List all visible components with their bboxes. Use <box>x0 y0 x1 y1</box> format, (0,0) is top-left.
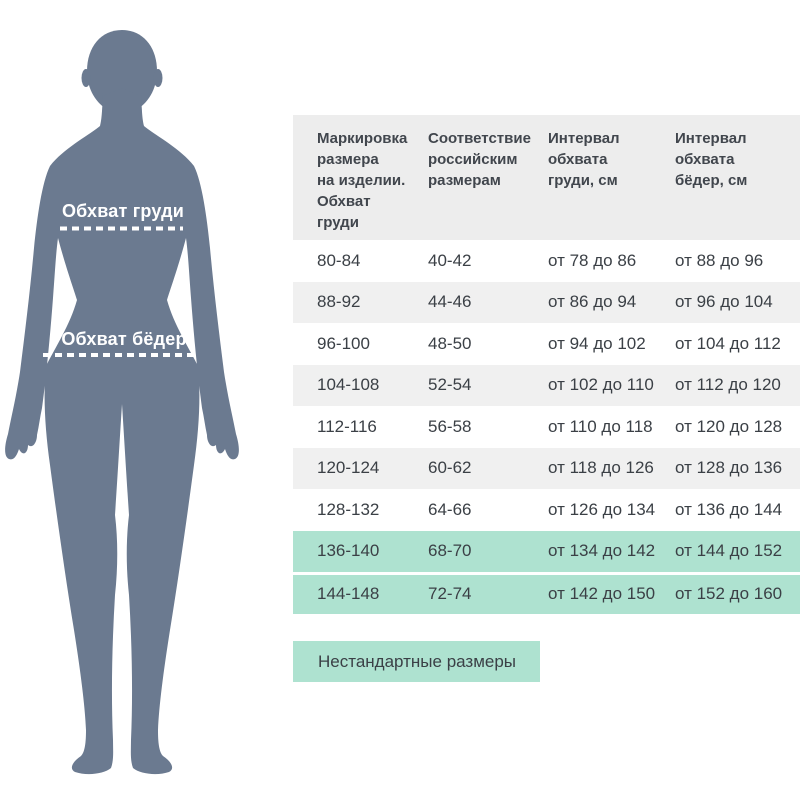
header-cell-russian-size: Соответствие российским размерам <box>428 130 531 189</box>
table-cell: от 88 до 96 <box>675 250 764 270</box>
table-cell: 60-62 <box>428 458 472 478</box>
table-cell: от 134 до 142 <box>548 541 656 561</box>
table-row: 120-124 60-62 от 118 до 126 от 128 до 136 <box>293 447 800 489</box>
table-cell: от 136 до 144 <box>675 499 783 519</box>
table-cell: 144-148 <box>317 584 380 604</box>
size-table-header: Маркировка размера на изделии. Обхват гр… <box>293 115 800 240</box>
size-table: Маркировка размера на изделии. Обхват гр… <box>293 115 800 614</box>
female-body-silhouette <box>5 30 239 775</box>
head-shape <box>87 30 157 110</box>
table-cell: от 102 до 110 <box>548 375 654 395</box>
chest-label: Обхват груди <box>61 201 185 221</box>
table-cell: 120-124 <box>317 458 380 478</box>
header-cell-size-marking: Маркировка размера на изделии. Обхват гр… <box>317 130 408 231</box>
table-cell: 40-42 <box>428 250 472 270</box>
table-row: 128-132 64-66 от 126 до 134 от 136 до 144 <box>293 489 800 531</box>
table-cell: 72-74 <box>428 584 472 604</box>
table-cell: от 94 до 102 <box>548 333 646 353</box>
legend-label: Нестандартные размеры <box>318 651 517 671</box>
table-cell: 128-132 <box>317 499 380 519</box>
table-cell: 44-46 <box>428 292 472 312</box>
body-shape <box>5 30 239 775</box>
left-ear-shape <box>81 69 91 87</box>
table-cell: 88-92 <box>317 292 361 312</box>
table-row: 104-108 52-54 от 102 до 110 от 112 до 120 <box>293 364 800 406</box>
table-row: 144-148 72-74 от 142 до 150 от 152 до 160 <box>293 572 800 614</box>
legend-nonstandard-sizes: Нестандартные размеры <box>293 641 540 682</box>
table-cell: 80-84 <box>317 250 361 270</box>
table-cell: от 126 до 134 <box>548 499 656 519</box>
size-table-body: 80-84 40-42 от 78 до 86 от 88 до 96 88-92 44-… <box>293 240 800 614</box>
hips-label: Обхват бёдер <box>61 329 187 349</box>
table-cell: 68-70 <box>428 541 472 561</box>
table-cell: от 142 до 150 <box>548 584 656 604</box>
table-cell: 48-50 <box>428 333 472 353</box>
header-cell-chest-interval: Интервал обхвата груди, см <box>548 130 620 189</box>
table-cell: 104-108 <box>317 375 380 395</box>
table-cell: от 128 до 136 <box>675 458 783 478</box>
table-cell: от 120 до 128 <box>675 416 783 436</box>
header-cell-hips-interval: Интервал обхвата бёдер, см <box>675 130 748 189</box>
table-cell: от 112 до 120 <box>675 375 781 395</box>
table-row: 136-140 68-70 от 134 до 142 от 144 до 152 <box>293 530 800 572</box>
table-cell: от 78 до 86 <box>548 250 637 270</box>
table-cell: от 86 до 94 <box>548 292 637 312</box>
table-cell: от 118 до 126 <box>548 458 654 478</box>
table-cell: от 144 до 152 <box>675 541 783 561</box>
table-cell: 136-140 <box>317 541 380 561</box>
table-cell: от 152 до 160 <box>675 584 783 604</box>
table-cell: от 110 до 118 <box>548 416 653 436</box>
right-ear-shape <box>153 69 163 87</box>
table-row: 80-84 40-42 от 78 до 86 от 88 до 96 <box>293 240 800 282</box>
table-cell: от 96 до 104 <box>675 292 773 312</box>
table-row: 88-92 44-46 от 86 до 94 от 96 до 104 <box>293 281 800 323</box>
table-cell: от 104 до 112 <box>675 333 781 353</box>
table-cell: 64-66 <box>428 499 472 519</box>
table-cell: 56-58 <box>428 416 472 436</box>
table-row: 96-100 48-50 от 94 до 102 от 104 до 112 <box>293 323 800 365</box>
table-row: 112-116 56-58 от 110 до 118 от 120 до 128 <box>293 406 800 448</box>
table-cell: 112-116 <box>317 416 377 436</box>
table-cell: 96-100 <box>317 333 370 353</box>
table-cell: 52-54 <box>428 375 472 395</box>
